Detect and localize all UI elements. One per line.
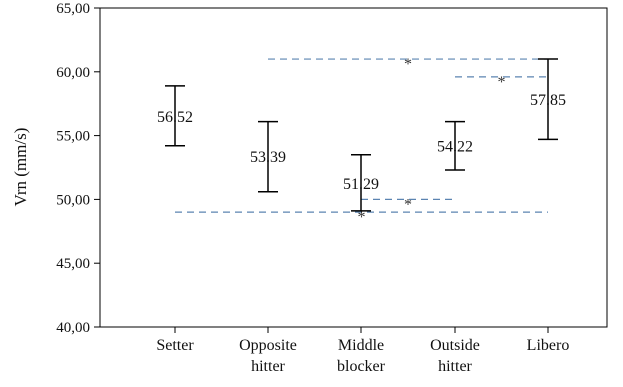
- y-axis-title: Vrn (mm/s): [11, 128, 30, 207]
- x-tick-label: Setter: [156, 337, 194, 354]
- plot-frame: [99, 7, 608, 328]
- plot-area-border: [99, 7, 608, 328]
- y-tick-label: 50,00: [56, 192, 90, 208]
- y-tick-label: 60,00: [56, 65, 90, 81]
- x-tick-label: Outside hitter: [430, 337, 480, 375]
- significance-marker: *: [404, 56, 412, 73]
- x-tick-label: Opposite hitter: [239, 337, 297, 375]
- mean-label: 57.85: [530, 92, 566, 109]
- y-tick-label: 45,00: [56, 256, 90, 272]
- x-tick-label: Libero: [527, 337, 570, 354]
- x-axis: Setter Opposite hitter Middle blocker Outside…: [156, 327, 569, 375]
- y-tick-label: 65,00: [56, 1, 90, 17]
- y-tick-label: 55,00: [56, 129, 90, 145]
- significance-marker: *: [498, 74, 506, 91]
- significance-marker: *: [404, 196, 412, 213]
- errorbars: 56.52 53.39 51.29 54.22 57.85: [157, 58, 566, 212]
- y-axis: 40,00 45,00 50,00 55,00 60,00 65,00: [56, 1, 100, 336]
- significance-marker: *: [358, 209, 366, 226]
- significance-comparisons: * * * *: [175, 56, 548, 226]
- mean-label: 54.22: [437, 139, 473, 156]
- mean-label: 53.39: [250, 149, 286, 166]
- mean-label: 51.29: [343, 176, 379, 193]
- x-tick-label: Middle blocker: [337, 337, 386, 375]
- mean-label: 56.52: [157, 109, 193, 126]
- y-tick-label: 40,00: [56, 320, 90, 336]
